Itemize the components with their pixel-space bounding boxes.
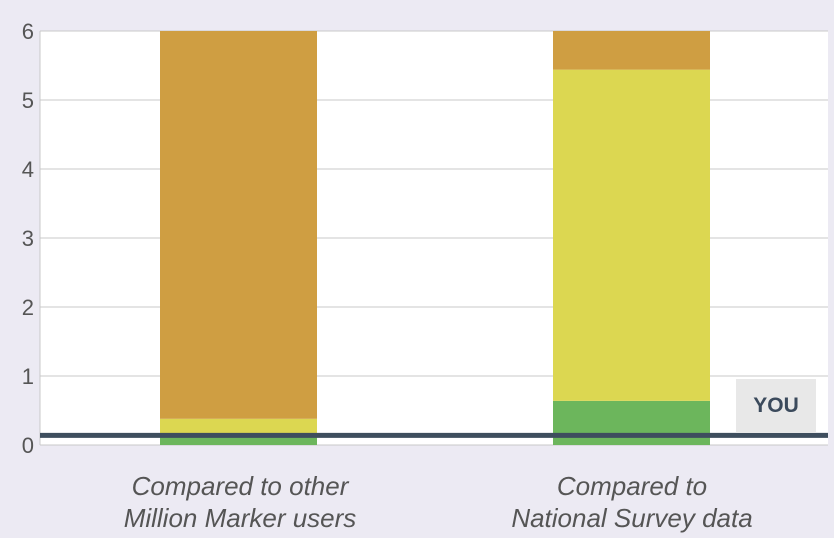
bar-segment — [160, 436, 317, 445]
y-tick-label: 3 — [22, 226, 34, 251]
y-tick-label: 0 — [22, 433, 34, 458]
bar-segment — [160, 418, 317, 437]
category-label-national-survey: Compared to National Survey data — [482, 470, 782, 534]
y-tick-label: 5 — [22, 88, 34, 113]
category-label-line: Compared to — [556, 471, 708, 501]
category-label-million-marker: Compared to other Million Marker users — [90, 470, 390, 534]
category-label-line: Million Marker users — [123, 503, 357, 533]
you-marker-label: YOU — [736, 379, 816, 433]
bar-segment — [553, 400, 710, 445]
category-label-line: National Survey data — [511, 503, 753, 533]
bar-segment — [160, 31, 317, 419]
bar-segment — [553, 31, 710, 70]
y-tick-label: 6 — [22, 19, 34, 44]
y-tick-label: 4 — [22, 157, 34, 182]
y-tick-label: 2 — [22, 295, 34, 320]
bar-segment — [553, 69, 710, 401]
y-tick-label: 1 — [22, 364, 34, 389]
category-label-line: Compared to other — [131, 471, 349, 501]
